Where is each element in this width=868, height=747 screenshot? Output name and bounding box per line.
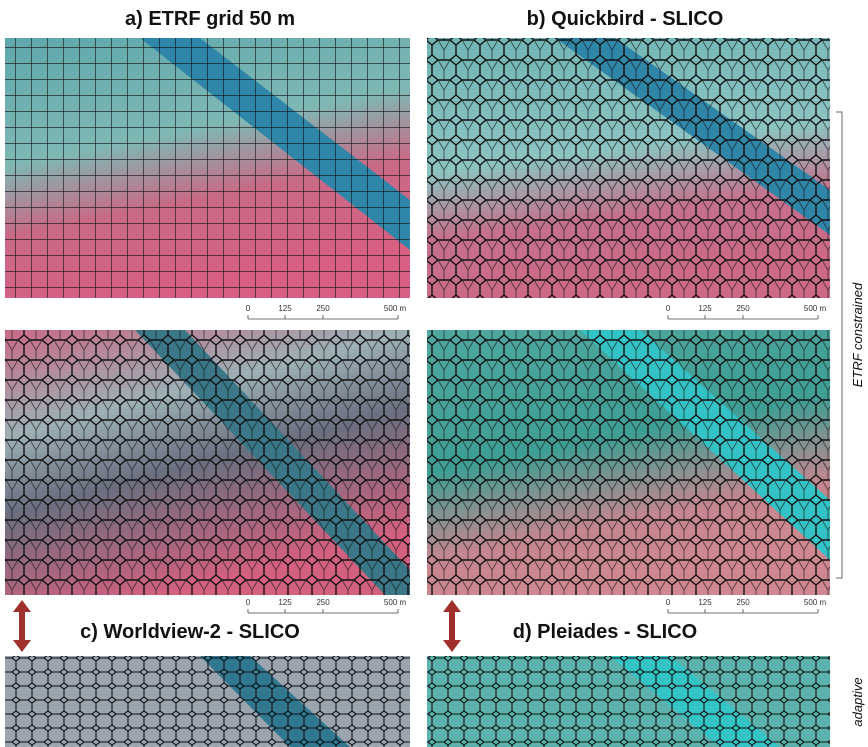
image-d <box>427 330 830 595</box>
image-b <box>427 38 830 298</box>
side-label: ETRF constrained <box>850 282 865 387</box>
scale-label: 250 <box>316 598 330 607</box>
scale-label: 500 m <box>804 304 827 313</box>
scale-label: 125 <box>278 304 292 313</box>
scale-bar: 0 125 250 500 m <box>242 300 410 324</box>
panel-title: c) Worldview-2 - SLICO <box>80 621 300 643</box>
scale-label: 250 <box>316 304 330 313</box>
image-a <box>5 38 410 298</box>
panel-title: d) Pleiades - SLICO <box>513 621 697 643</box>
scale-label: 250 <box>736 304 750 313</box>
scale-label: 0 <box>246 598 251 607</box>
scale-label: 125 <box>278 598 292 607</box>
scale-label: 250 <box>736 598 750 607</box>
scale-label: 500 m <box>384 598 407 607</box>
bracket <box>836 112 842 578</box>
scale-bar: 0 125 250 500 m <box>662 596 830 618</box>
image-d-adaptive <box>427 656 830 747</box>
scale-label: 0 <box>666 304 671 313</box>
scale-label: 0 <box>666 598 671 607</box>
scale-label: 125 <box>698 598 712 607</box>
scale-label: 500 m <box>384 304 407 313</box>
scale-label: 125 <box>698 304 712 313</box>
figure: a) ETRF grid 50 m b) Quickbird - SLICO c… <box>0 0 868 747</box>
image-c-adaptive <box>5 656 410 747</box>
scale-label: 0 <box>246 304 251 313</box>
panel-title: b) Quickbird - SLICO <box>527 8 724 30</box>
panel-title: a) ETRF grid 50 m <box>125 8 295 30</box>
scale-label: 500 m <box>804 598 827 607</box>
scale-bar: 0 125 250 500 m <box>242 596 410 618</box>
side-label: adaptive <box>850 677 865 726</box>
image-c <box>5 330 410 595</box>
scale-bar: 0 125 250 500 m <box>662 300 830 324</box>
